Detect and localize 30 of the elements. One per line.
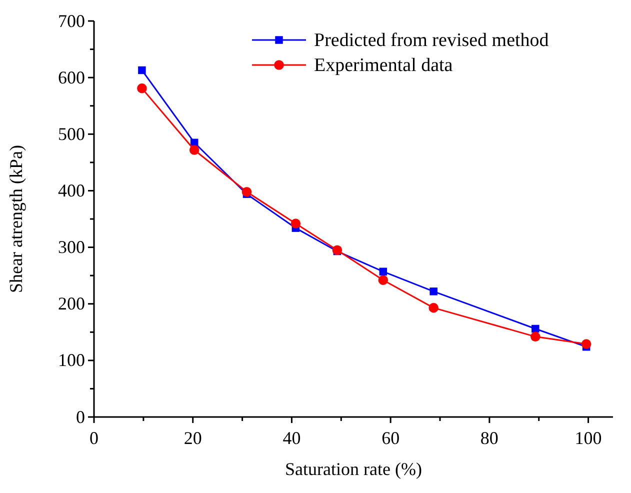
point <box>138 66 146 74</box>
y-tick-label: 100 <box>58 350 85 370</box>
x-tick-label: 0 <box>90 428 98 448</box>
y-tick-label: 700 <box>58 10 85 31</box>
x-tick-label: 40 <box>282 428 301 448</box>
y-tick-label: 0 <box>76 406 85 427</box>
y-tick-label: 200 <box>58 294 85 314</box>
y-tick-label: 300 <box>58 237 85 258</box>
point <box>428 302 438 313</box>
point <box>242 186 252 197</box>
point <box>378 275 388 285</box>
y-tick-label: 500 <box>58 124 85 144</box>
y-tick-label: 600 <box>58 67 85 88</box>
y-tick-label: 400 <box>58 180 85 200</box>
x-tick-label: 60 <box>382 428 400 448</box>
legend-label: Predicted from revised method <box>314 30 550 51</box>
x-tick-label: 100 <box>574 428 602 448</box>
x-tick-label: 80 <box>480 428 498 448</box>
point <box>379 268 388 276</box>
legend-label: Experimental data <box>314 55 454 76</box>
x-axis-title: Saturation rate (%) <box>285 459 422 479</box>
x-tick-label: 20 <box>184 428 202 448</box>
point <box>189 145 200 155</box>
point <box>581 339 592 349</box>
point <box>530 332 540 342</box>
point <box>532 324 540 333</box>
point <box>137 83 147 94</box>
y-axis-title: Shear atrength (kPa) <box>6 145 26 293</box>
point <box>430 288 438 296</box>
point <box>290 218 301 228</box>
